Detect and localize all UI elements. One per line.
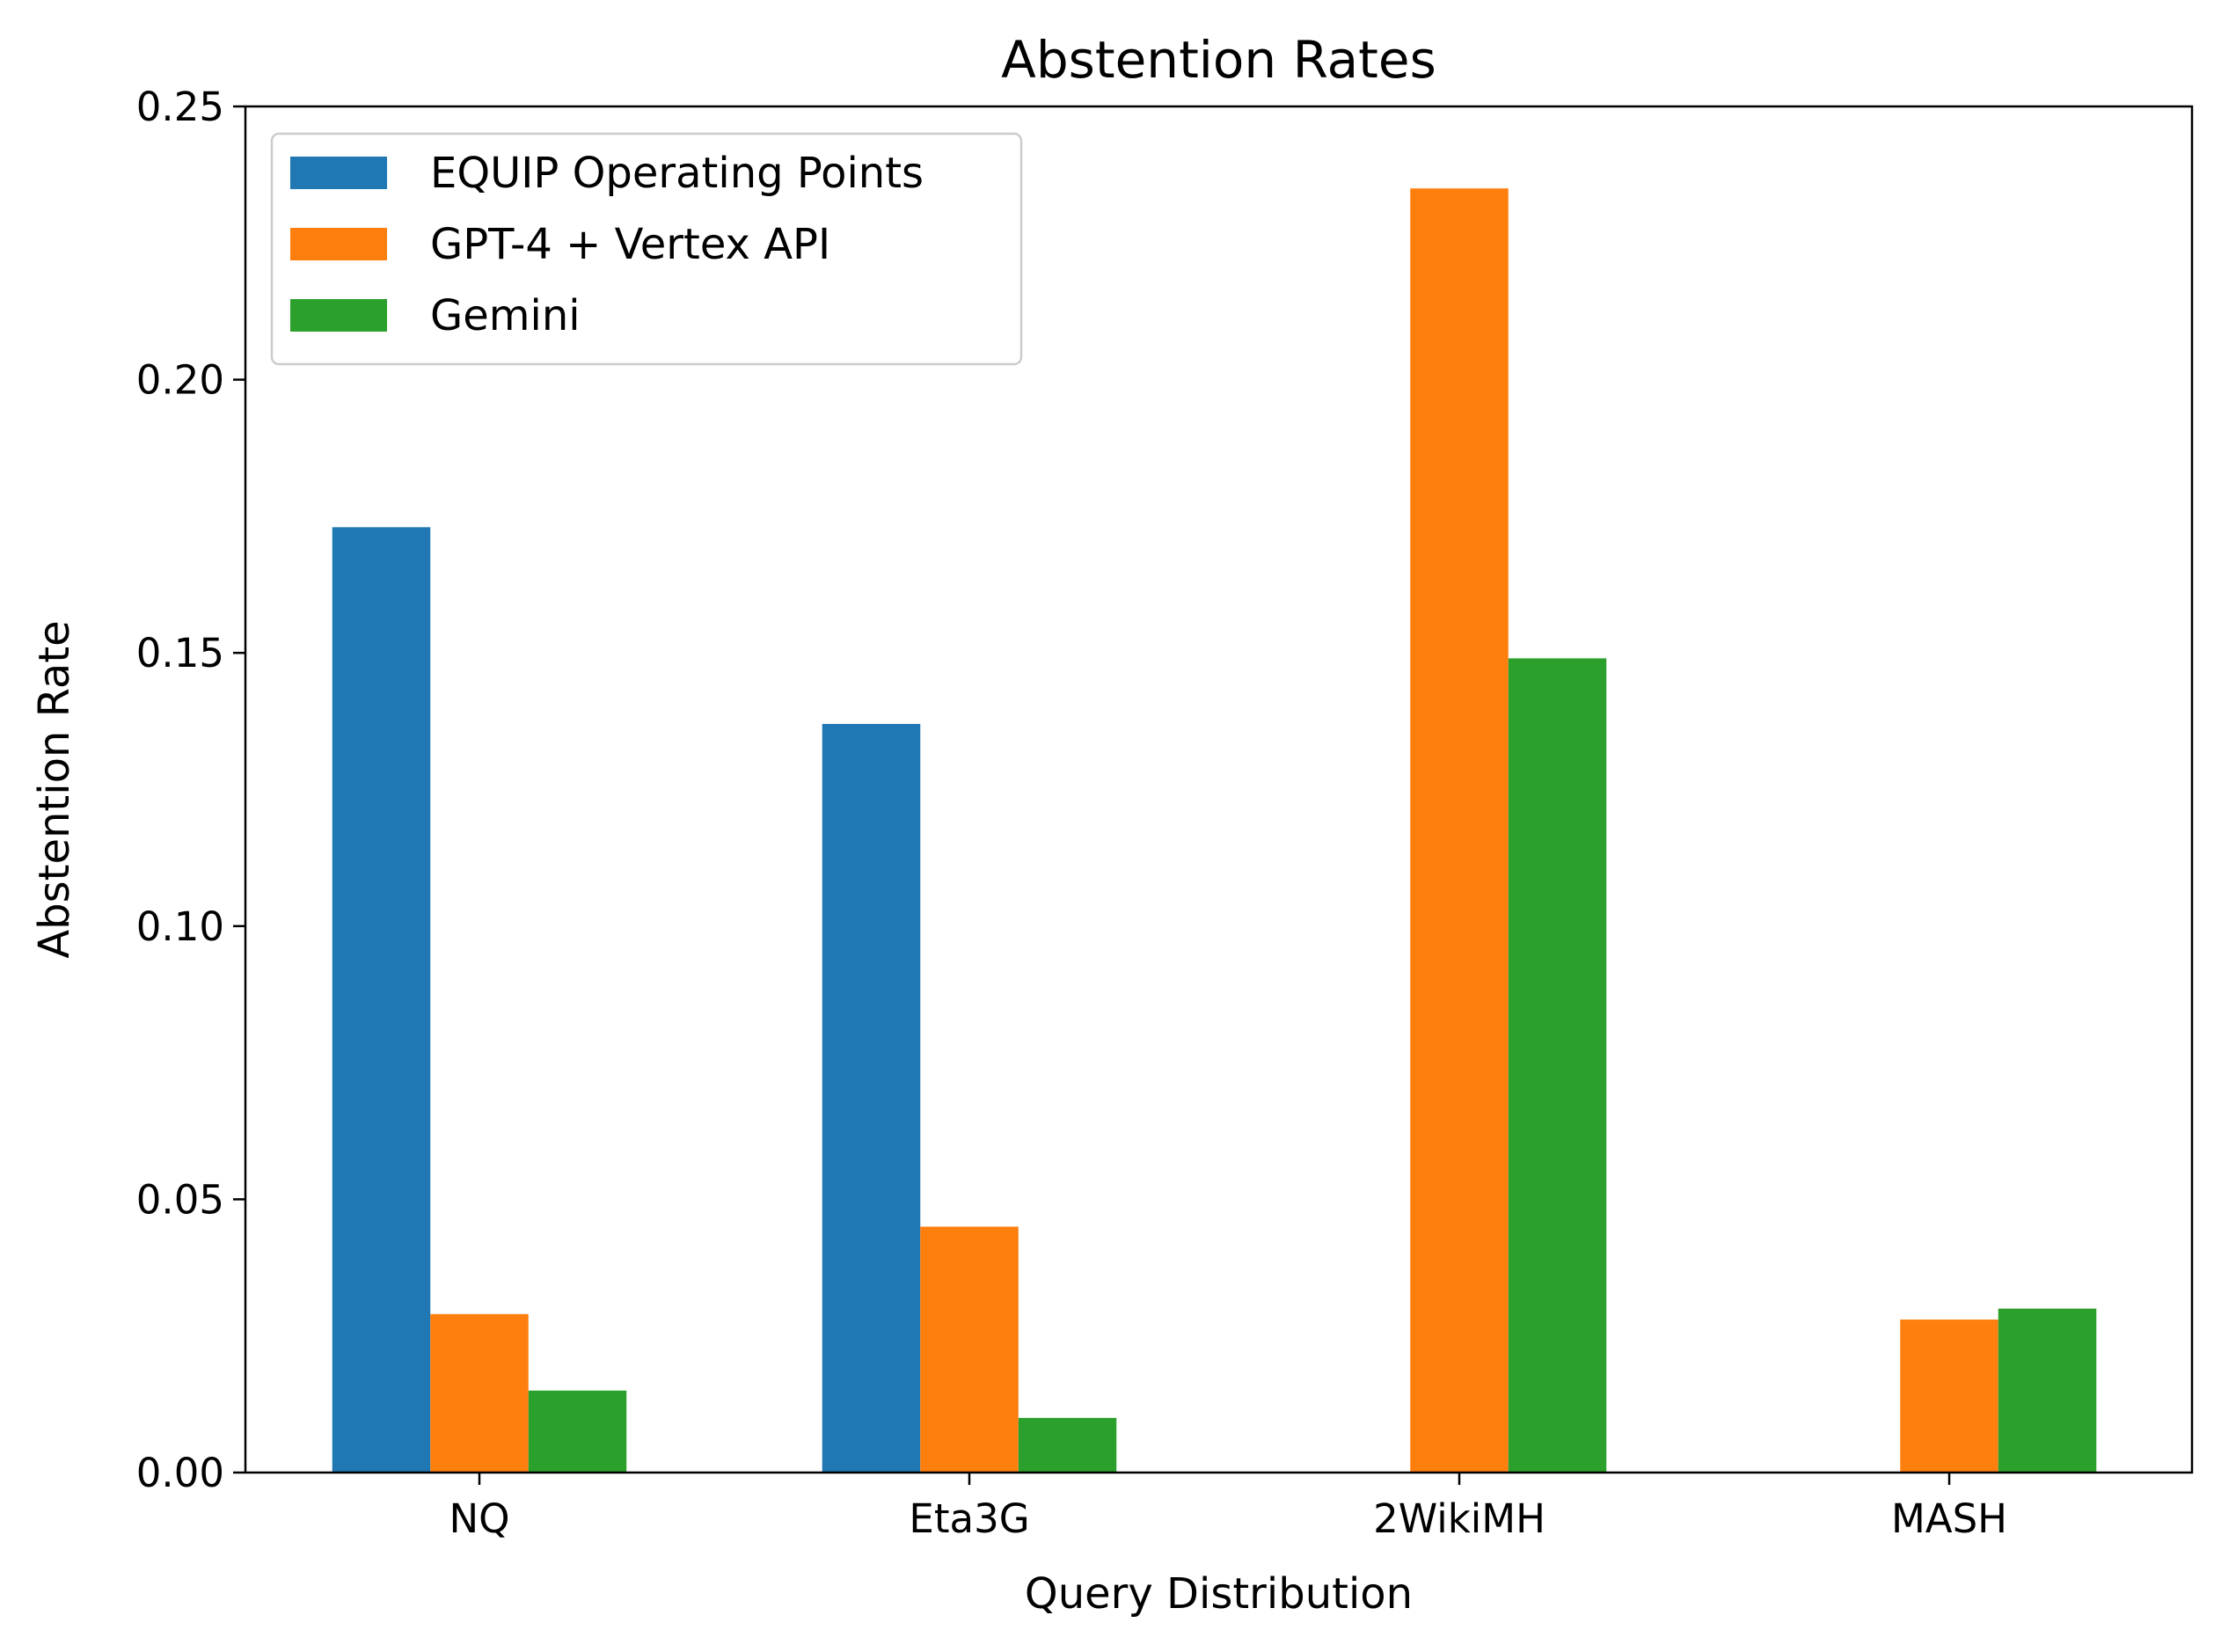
bar-series-2-2wikimh bbox=[1410, 188, 1509, 1473]
bar-series-2-mash bbox=[1900, 1319, 1998, 1473]
x-tick-label: Eta3G bbox=[909, 1495, 1029, 1542]
legend-entry-label: GPT-4 + Vertex API bbox=[430, 220, 830, 269]
bar-series-3-nq bbox=[528, 1390, 627, 1473]
legend-entry-label: EQUIP Operating Points bbox=[430, 149, 924, 198]
plot-frame bbox=[244, 105, 2194, 1474]
y-tick-label: 0.20 bbox=[136, 357, 224, 404]
legend-entry-label: Gemini bbox=[430, 291, 581, 340]
bar-series-3-eta3g bbox=[1018, 1417, 1117, 1473]
y-tick-label: 0.10 bbox=[136, 903, 224, 950]
y-tick-label: 0.05 bbox=[136, 1176, 224, 1223]
y-axis-label: Abstention Rate bbox=[30, 620, 79, 958]
axis-ticks: 0.00 0.05 0.10 0.15 0.20 0.25 NQ Eta3G 2WikiMH MA… bbox=[136, 84, 2007, 1542]
bar-series-2-eta3g bbox=[920, 1226, 1019, 1473]
x-axis-label: Query Distribution bbox=[1025, 1569, 1413, 1619]
y-tick-label: 0.00 bbox=[136, 1450, 224, 1496]
bar-series-3-mash bbox=[1998, 1308, 2097, 1473]
chart-title: Abstention Rates bbox=[1001, 30, 1436, 90]
y-tick-label: 0.25 bbox=[136, 84, 224, 130]
legend: EQUIP Operating Points GPT-4 + Vertex API… bbox=[270, 132, 1023, 366]
axes bbox=[244, 105, 2194, 1474]
x-tick-label: 2WikiMH bbox=[1373, 1495, 1545, 1542]
series-1 bbox=[332, 527, 921, 1473]
bar-series-2-nq bbox=[430, 1313, 529, 1473]
y-tick-label: 0.15 bbox=[136, 630, 224, 676]
legend-box bbox=[270, 132, 1023, 366]
plot-area bbox=[332, 188, 2097, 1473]
bar-series-3-2wikimh bbox=[1508, 658, 1607, 1473]
bar-series-1-nq bbox=[332, 527, 431, 1473]
series-3 bbox=[528, 658, 2097, 1473]
legend-swatch bbox=[290, 299, 387, 332]
legend-swatch bbox=[290, 157, 387, 189]
series-2 bbox=[430, 188, 1998, 1473]
legend-swatch bbox=[290, 228, 387, 260]
x-tick-label: NQ bbox=[449, 1495, 509, 1542]
bar-series-1-eta3g bbox=[822, 723, 921, 1473]
x-tick-label: MASH bbox=[1891, 1495, 2007, 1542]
